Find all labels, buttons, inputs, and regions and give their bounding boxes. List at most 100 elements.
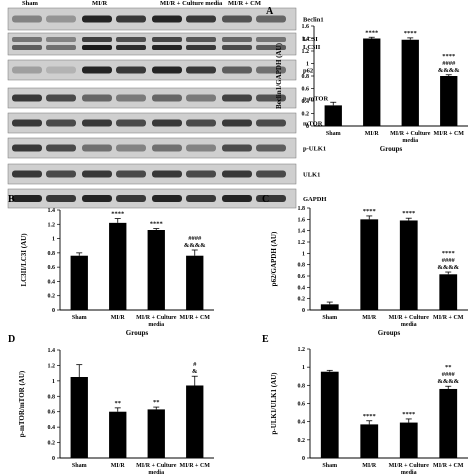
- blot-band: [222, 45, 252, 50]
- blot-band: [12, 144, 42, 152]
- blot-band: [46, 45, 76, 50]
- significance-label: **: [153, 399, 160, 406]
- blot-protein-label: Beclin1: [303, 17, 324, 24]
- category-label: MI/R + CM: [434, 131, 465, 137]
- y-tick-label: 1: [302, 365, 305, 371]
- y-tick-label: 0.2: [298, 297, 306, 303]
- panel-letter: E: [262, 334, 269, 345]
- y-tick-label: 0: [52, 456, 55, 462]
- y-tick-label: 0.4: [48, 425, 56, 431]
- significance-label: # &: [192, 361, 198, 375]
- category-label: MI/R: [111, 315, 126, 321]
- blot-band: [256, 170, 286, 178]
- blot-band: [152, 119, 182, 127]
- bar: [360, 424, 379, 458]
- y-tick-label: 1: [302, 251, 305, 257]
- blot-strip: [7, 32, 297, 56]
- category-label: MI/R + CM: [433, 463, 464, 469]
- blot-band: [116, 37, 146, 42]
- y-tick-label: 1.2: [302, 49, 310, 55]
- blot-lane-label: MI/R + Culture media: [160, 0, 223, 7]
- y-tick-label: 0.8: [298, 383, 306, 389]
- significance-label: **** #### &&&&: [438, 53, 460, 74]
- blot-band: [256, 94, 286, 102]
- blot-band: [116, 15, 146, 23]
- blot-band: [222, 144, 252, 152]
- y-tick-label: 0.6: [48, 410, 56, 416]
- blot-band: [186, 144, 216, 152]
- category-label: MI/R + Culture media: [389, 463, 430, 474]
- category-label: MI/R + Culture media: [389, 315, 430, 328]
- y-tick-label: 0: [52, 308, 55, 314]
- blot-band: [46, 37, 76, 42]
- significance-label: **** #### &&&&: [437, 250, 459, 271]
- y-tick-label: 1.6: [298, 217, 306, 223]
- category-label: MI/R: [362, 315, 377, 321]
- significance-label: ****: [363, 413, 376, 420]
- blot-band: [256, 45, 286, 50]
- bar: [401, 39, 419, 126]
- blot-band: [222, 37, 252, 42]
- blot-band: [222, 66, 252, 74]
- y-tick-label: 0: [302, 456, 305, 462]
- chart-panel-B: B 0 0.2 0.4 0.6 0.8 1 1.2 1.4 Sham **** MI/R **** MI/…: [8, 194, 214, 337]
- y-tick-label: 0.8: [302, 74, 310, 80]
- blot-band: [116, 66, 146, 74]
- y-tick-label: 0.2: [48, 294, 56, 300]
- x-axis-title: Groups: [380, 145, 403, 153]
- category-label: MI/R + CM: [180, 315, 211, 321]
- blot-band: [256, 119, 286, 127]
- significance-label: ****: [402, 210, 415, 217]
- bar: [109, 222, 127, 310]
- bar: [147, 409, 165, 458]
- y-tick-label: 1: [52, 237, 55, 243]
- blot-band: [82, 15, 112, 23]
- blot-band: [12, 66, 42, 74]
- blot-protein-label: GAPDH: [303, 196, 326, 203]
- blot-band: [186, 94, 216, 102]
- blot-band: [116, 195, 146, 202]
- y-tick-label: 1.2: [48, 363, 56, 369]
- category-label: MI/R + CM: [433, 315, 464, 321]
- blot-band: [222, 195, 252, 202]
- blot-band: [116, 45, 146, 50]
- blot-band: [46, 195, 76, 202]
- category-label: Sham: [326, 131, 341, 137]
- blot-band: [46, 170, 76, 178]
- blot-protein-label: p-mTOR: [303, 96, 328, 103]
- significance-label: ****: [365, 29, 378, 36]
- category-label: Sham: [72, 315, 87, 321]
- y-tick-label: 0.2: [302, 112, 310, 118]
- y-tick-label: 0.4: [298, 420, 306, 426]
- y-tick-label: 1.4: [302, 37, 310, 43]
- significance-label: ****: [150, 221, 163, 228]
- x-axis-title: Groups: [126, 329, 149, 337]
- blot-band: [186, 170, 216, 178]
- y-tick-label: 1.8: [298, 206, 306, 212]
- y-tick-label: 1.4: [48, 348, 56, 354]
- panel-letter: B: [8, 194, 15, 205]
- blot-band: [152, 144, 182, 152]
- y-tick-label: 1.6: [302, 24, 310, 30]
- blot-band: [186, 195, 216, 202]
- y-tick-label: 0.2: [48, 441, 56, 447]
- bar: [440, 76, 458, 126]
- significance-label: ****: [402, 411, 415, 418]
- blot-band: [82, 170, 112, 178]
- bar: [439, 388, 458, 458]
- blot-band: [82, 37, 112, 42]
- blot-band: [186, 15, 216, 23]
- bar: [109, 411, 127, 458]
- significance-label: **: [115, 400, 122, 407]
- blot-band: [82, 119, 112, 127]
- blot-band: [256, 15, 286, 23]
- panel-letter: A: [266, 6, 274, 17]
- bar: [147, 230, 165, 310]
- y-tick-label: 1.2: [48, 222, 56, 228]
- bar: [320, 371, 339, 458]
- significance-label: ****: [111, 211, 124, 218]
- blot-band: [82, 66, 112, 74]
- y-tick-label: 0.6: [298, 274, 306, 280]
- blot-band: [82, 45, 112, 50]
